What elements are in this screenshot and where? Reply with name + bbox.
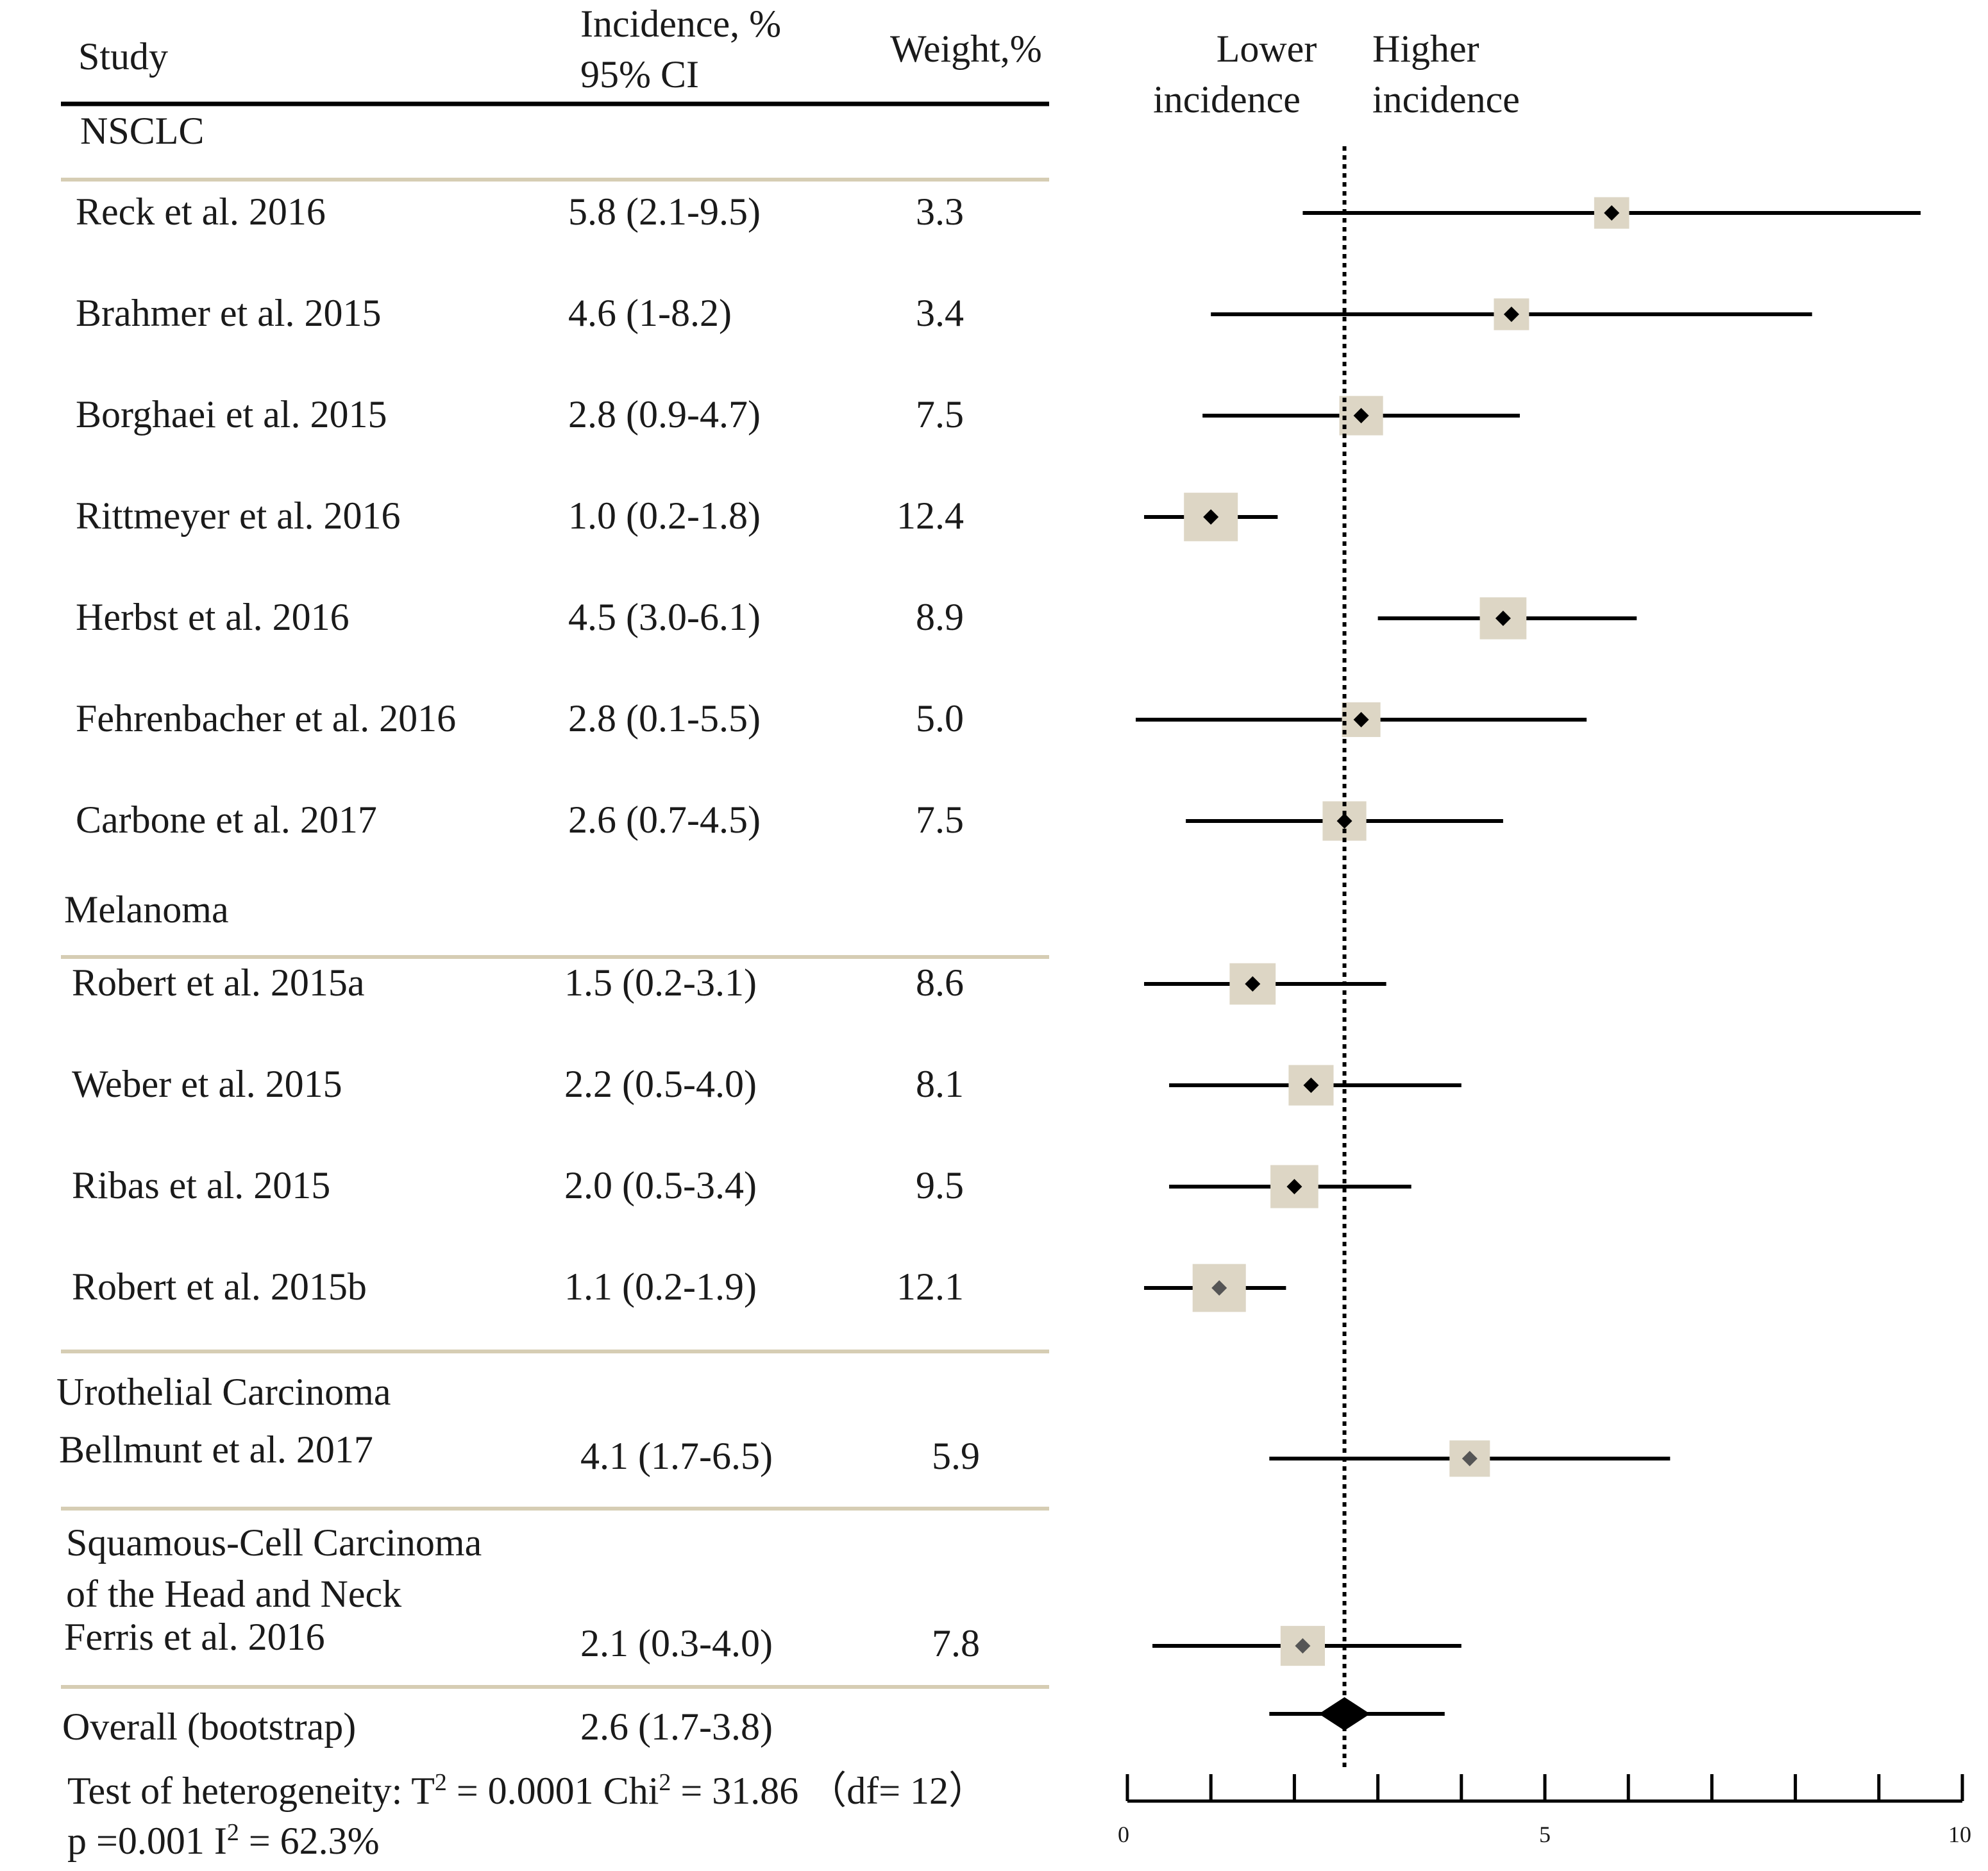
study-label: Ferris et al. 2016 <box>64 1616 325 1658</box>
group-label-0-line0: NSCLC <box>80 110 204 152</box>
point-estimate <box>1211 1280 1227 1296</box>
overall-ci-text: 2.6 (1.7-3.8) <box>580 1706 773 1748</box>
study-label: Bellmunt et al. 2017 <box>59 1428 373 1471</box>
header-incidence-line1: Incidence, % <box>580 3 781 45</box>
weight-text: 9.5 <box>916 1164 964 1206</box>
overall-label: Overall (bootstrap) <box>62 1706 356 1748</box>
label-lower-line2: incidence <box>1153 78 1301 121</box>
point-estimate <box>1353 408 1369 423</box>
heterogeneity-part: 2 <box>659 1769 671 1796</box>
ci-text: 2.2 (0.5-4.0) <box>564 1063 757 1105</box>
ci-text: 4.6 (1-8.2) <box>568 292 732 334</box>
study-label: Fehrenbacher et al. 2016 <box>76 697 456 740</box>
label-higher-line1: Higher <box>1372 28 1479 70</box>
ci-text: 5.8 (2.1-9.5) <box>568 190 761 233</box>
group-label-2-line0: Urothelial Carcinoma <box>56 1371 391 1413</box>
x-tick-label: 0 <box>1118 1822 1129 1847</box>
ci-text: 2.0 (0.5-3.4) <box>564 1164 757 1206</box>
header-study: Study <box>78 35 168 78</box>
weight-text: 8.1 <box>916 1063 964 1105</box>
weight-text: 8.9 <box>916 596 964 638</box>
point-estimate <box>1303 1078 1319 1093</box>
point-estimate <box>1353 712 1369 727</box>
point-estimate <box>1286 1179 1302 1194</box>
study-label: Weber et al. 2015 <box>72 1063 342 1105</box>
heterogeneity-part: = 0.0001 Chi <box>447 1770 659 1812</box>
point-estimate <box>1203 509 1219 525</box>
x-tick-label: 10 <box>1948 1822 1971 1847</box>
heterogeneity-line1: Test of heterogeneity: T2 = 0.0001 Chi2 … <box>67 1769 987 1812</box>
point-estimate <box>1245 976 1261 992</box>
study-label: Borghaei et al. 2015 <box>76 393 387 436</box>
weight-text: 5.0 <box>916 697 964 740</box>
header-weight: Weight,% <box>890 28 1042 70</box>
ci-text: 1.1 (0.2-1.9) <box>564 1266 757 1308</box>
study-label: Rittmeyer et al. 2016 <box>76 495 401 537</box>
ci-text: 2.6 (0.7-4.5) <box>568 799 761 841</box>
point-estimate <box>1604 205 1620 221</box>
heterogeneity-part: 2 <box>227 1819 239 1846</box>
weight-text: 7.8 <box>932 1622 980 1664</box>
point-estimate <box>1462 1451 1478 1466</box>
weight-text: 8.6 <box>916 961 964 1004</box>
point-estimate <box>1495 611 1511 626</box>
group-label-1-line0: Melanoma <box>64 888 229 931</box>
weight-text: 12.4 <box>897 495 964 537</box>
heterogeneity-part: = 31.86 （df= 12） <box>671 1770 987 1812</box>
heterogeneity-part: 2 <box>435 1769 447 1796</box>
weight-text: 7.5 <box>916 799 964 841</box>
study-label: Robert et al. 2015b <box>72 1266 367 1308</box>
header-incidence-line2: 95% CI <box>580 53 699 96</box>
heterogeneity-line2: p =0.001 I2 = 62.3% <box>67 1819 380 1862</box>
ci-text: 1.5 (0.2-3.1) <box>564 961 757 1004</box>
label-lower-line1: Lower <box>1217 28 1317 70</box>
ci-text: 1.0 (0.2-1.8) <box>568 495 761 537</box>
ci-text: 2.8 (0.9-4.7) <box>568 393 761 436</box>
study-label: Herbst et al. 2016 <box>76 596 350 638</box>
ci-text: 4.5 (3.0-6.1) <box>568 596 761 638</box>
x-tick-label: 5 <box>1539 1822 1551 1847</box>
weight-text: 5.9 <box>932 1435 980 1477</box>
study-label: Robert et al. 2015a <box>72 961 365 1004</box>
overall-diamond <box>1318 1697 1370 1731</box>
point-estimate <box>1503 307 1519 322</box>
weight-text: 3.4 <box>916 292 964 334</box>
study-label: Reck et al. 2016 <box>76 190 326 233</box>
ci-text: 2.1 (0.3-4.0) <box>580 1622 773 1664</box>
study-label: Carbone et al. 2017 <box>76 799 377 841</box>
study-label: Ribas et al. 2015 <box>72 1164 330 1206</box>
group-label-3-line1: of the Head and Neck <box>66 1573 401 1615</box>
weight-text: 12.1 <box>897 1266 964 1308</box>
ci-text: 4.1 (1.7-6.5) <box>580 1435 773 1477</box>
weight-text: 7.5 <box>916 393 964 436</box>
heterogeneity-part: = 62.3% <box>239 1820 380 1862</box>
group-label-3-line0: Squamous-Cell Carcinoma <box>66 1521 482 1564</box>
weight-text: 3.3 <box>916 190 964 233</box>
heterogeneity-part: p =0.001 I <box>67 1820 227 1862</box>
heterogeneity-part: Test of heterogeneity: T <box>67 1770 435 1812</box>
study-label: Brahmer et al. 2015 <box>76 292 382 334</box>
ci-text: 2.8 (0.1-5.5) <box>568 697 761 740</box>
point-estimate <box>1295 1638 1311 1654</box>
label-higher-line2: incidence <box>1372 78 1520 121</box>
